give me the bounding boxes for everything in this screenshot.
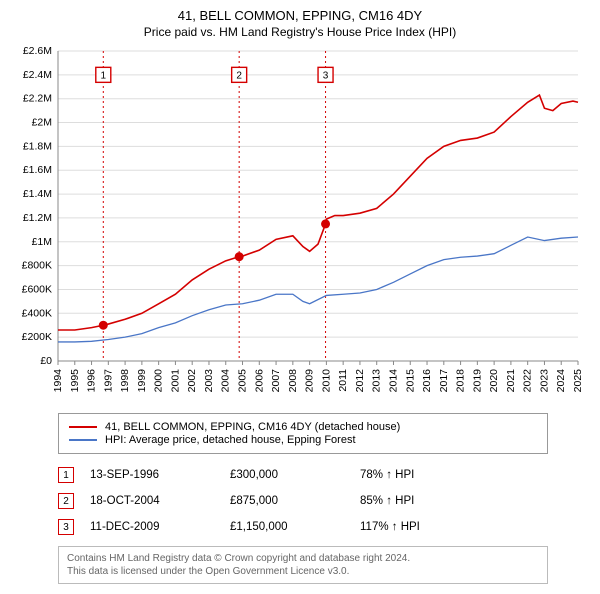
svg-text:£400K: £400K (22, 307, 52, 319)
chart-area: £0 £200K £400K £600K £800K £1M £1.2M £1.4M £1.6M… (10, 45, 590, 405)
legend-swatch-property (69, 426, 97, 428)
svg-text:£2.4M: £2.4M (23, 69, 52, 81)
svg-text:£0: £0 (40, 355, 52, 367)
svg-text:2005: 2005 (237, 369, 249, 393)
svg-text:2003: 2003 (203, 369, 215, 393)
svg-text:2014: 2014 (387, 369, 399, 393)
svg-text:2023: 2023 (538, 369, 550, 393)
svg-text:2012: 2012 (354, 369, 366, 393)
svg-text:1997: 1997 (102, 369, 114, 393)
svg-text:2004: 2004 (220, 369, 232, 393)
svg-text:2022: 2022 (522, 369, 534, 393)
sale-marker-icon: 3 (58, 519, 74, 535)
sale-date: 13-SEP-1996 (90, 469, 230, 481)
svg-text:2008: 2008 (287, 369, 299, 393)
sale-price: £300,000 (230, 469, 360, 481)
svg-text:2019: 2019 (471, 369, 483, 393)
legend-box: 41, BELL COMMON, EPPING, CM16 4DY (detac… (58, 413, 548, 454)
svg-text:2013: 2013 (371, 369, 383, 393)
svg-text:£1.4M: £1.4M (23, 188, 52, 200)
legend-row-hpi: HPI: Average price, detached house, Eppi… (69, 434, 537, 446)
svg-text:£2.6M: £2.6M (23, 45, 52, 57)
svg-text:2024: 2024 (555, 369, 567, 393)
chart-subtitle: Price paid vs. HM Land Registry's House … (10, 25, 590, 39)
sale-row: 2 18-OCT-2004 £875,000 85% ↑ HPI (58, 488, 548, 514)
svg-text:£1.6M: £1.6M (23, 164, 52, 176)
svg-text:2009: 2009 (304, 369, 316, 393)
sale-vs-hpi: 78% ↑ HPI (360, 469, 520, 481)
svg-text:£1.2M: £1.2M (23, 212, 52, 224)
svg-text:£2.2M: £2.2M (23, 93, 52, 105)
legend-label-property: 41, BELL COMMON, EPPING, CM16 4DY (detac… (105, 421, 400, 433)
svg-text:2007: 2007 (270, 369, 282, 393)
svg-text:1999: 1999 (136, 369, 148, 393)
sale-vs-hpi: 85% ↑ HPI (360, 495, 520, 507)
svg-text:£1M: £1M (32, 236, 52, 248)
svg-text:2: 2 (236, 70, 242, 81)
svg-text:2001: 2001 (169, 369, 181, 393)
svg-text:2017: 2017 (438, 369, 450, 393)
svg-text:1996: 1996 (86, 369, 98, 393)
svg-text:1998: 1998 (119, 369, 131, 393)
sales-table: 1 13-SEP-1996 £300,000 78% ↑ HPI 2 18-OC… (58, 462, 548, 540)
sale-row: 1 13-SEP-1996 £300,000 78% ↑ HPI (58, 462, 548, 488)
sale-row: 3 11-DEC-2009 £1,150,000 117% ↑ HPI (58, 514, 548, 540)
legend-swatch-hpi (69, 439, 97, 441)
svg-text:2015: 2015 (404, 369, 416, 393)
sale-date: 11-DEC-2009 (90, 521, 230, 533)
footer-line-1: Contains HM Land Registry data © Crown c… (67, 552, 539, 565)
svg-text:1: 1 (101, 70, 107, 81)
svg-text:2016: 2016 (421, 369, 433, 393)
svg-text:£2M: £2M (32, 117, 52, 129)
svg-text:2020: 2020 (488, 369, 500, 393)
legend-label-hpi: HPI: Average price, detached house, Eppi… (105, 434, 356, 446)
legend-row-property: 41, BELL COMMON, EPPING, CM16 4DY (detac… (69, 421, 537, 433)
svg-text:£200K: £200K (22, 331, 52, 343)
sale-marker-icon: 2 (58, 493, 74, 509)
data-attribution-footer: Contains HM Land Registry data © Crown c… (58, 546, 548, 584)
svg-text:2021: 2021 (505, 369, 517, 393)
svg-text:1994: 1994 (52, 369, 64, 393)
sale-price: £1,150,000 (230, 521, 360, 533)
svg-text:2006: 2006 (253, 369, 265, 393)
line-chart-svg: £0 £200K £400K £600K £800K £1M £1.2M £1.4M £1.6M… (10, 45, 590, 405)
svg-text:2000: 2000 (153, 369, 165, 393)
footer-line-2: This data is licensed under the Open Gov… (67, 565, 539, 578)
svg-text:2011: 2011 (337, 369, 349, 392)
sale-price: £875,000 (230, 495, 360, 507)
svg-text:£1.8M: £1.8M (23, 140, 52, 152)
svg-text:2010: 2010 (320, 369, 332, 393)
sale-marker-icon: 1 (58, 467, 74, 483)
svg-text:2002: 2002 (186, 369, 198, 393)
svg-text:£800K: £800K (22, 260, 52, 272)
sale-vs-hpi: 117% ↑ HPI (360, 521, 520, 533)
chart-title: 41, BELL COMMON, EPPING, CM16 4DY (10, 8, 590, 23)
sale-date: 18-OCT-2004 (90, 495, 230, 507)
svg-text:£600K: £600K (22, 283, 52, 295)
svg-text:1995: 1995 (69, 369, 81, 393)
svg-text:3: 3 (323, 70, 329, 81)
svg-text:2025: 2025 (572, 369, 584, 393)
chart-container: 41, BELL COMMON, EPPING, CM16 4DY Price … (0, 0, 600, 594)
svg-text:2018: 2018 (455, 369, 467, 393)
